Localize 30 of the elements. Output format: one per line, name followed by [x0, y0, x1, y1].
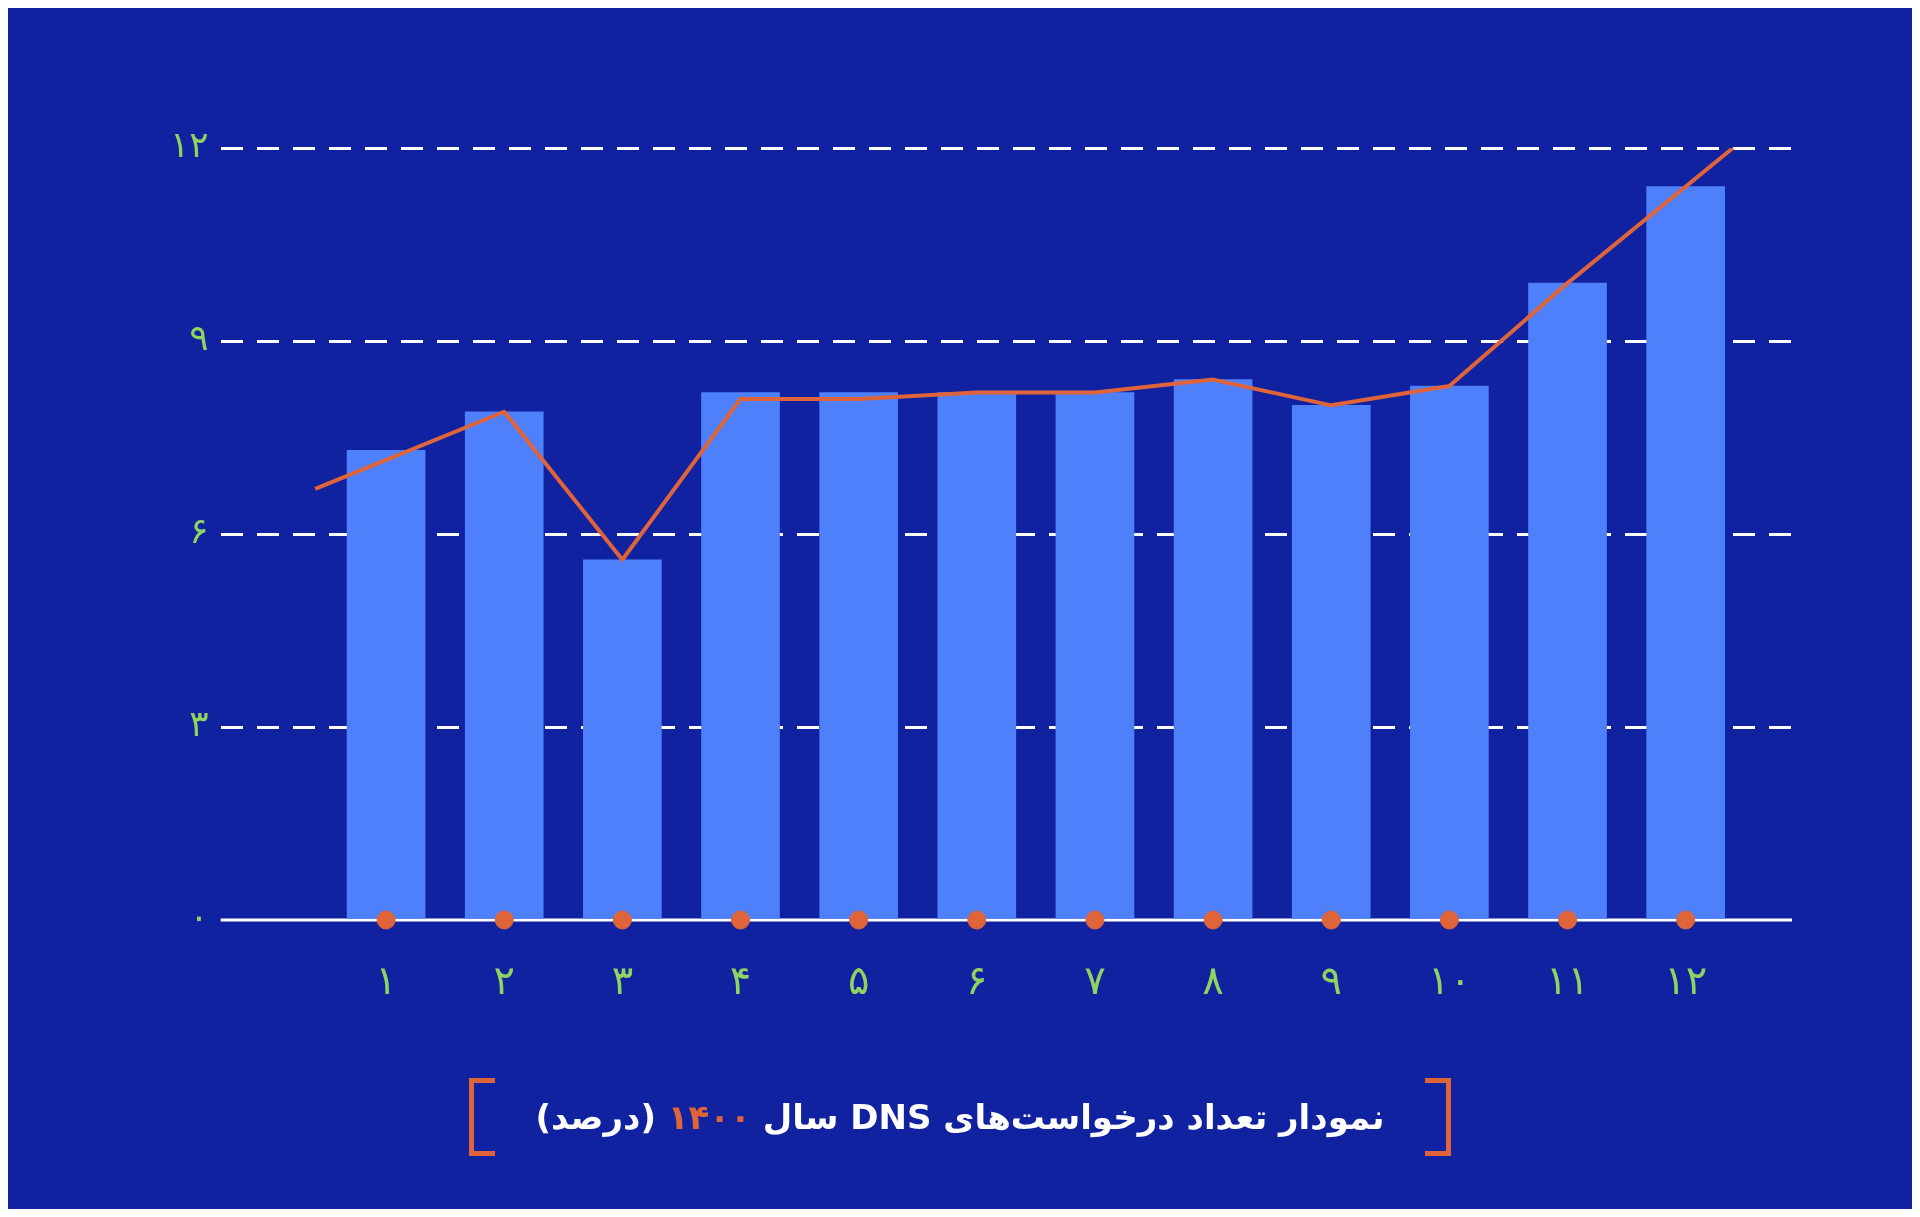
x-tick-label: ۱۰ — [1427, 957, 1471, 1004]
bar — [1646, 186, 1725, 919]
bar — [701, 392, 780, 919]
x-tick-label: ۸ — [1202, 957, 1224, 1004]
y-tick-label: ۱۲ — [170, 124, 209, 166]
bar — [346, 450, 426, 919]
y-tick-label: ۹ — [189, 317, 209, 359]
x-tick-label: ۷ — [1084, 957, 1106, 1004]
x-tick-label: ۳ — [611, 957, 634, 1004]
y-tick-label: ۳ — [189, 703, 209, 745]
bar — [1410, 385, 1489, 919]
bar — [1291, 405, 1371, 919]
text: نمودار تعداد درخواست‌های DNS سال ۱۴۰۰ (درصد) — [535, 1097, 1385, 1137]
y-tick-label: ۶ — [189, 510, 209, 552]
x-tick-label: ۱ — [375, 957, 397, 1004]
bar — [1173, 379, 1253, 919]
x-tick-label: ۹ — [1320, 957, 1342, 1004]
x-tick-label: ۱۲ — [1664, 957, 1708, 1004]
bar — [1055, 392, 1135, 919]
x-tick-label: ۲ — [493, 957, 515, 1004]
bar — [464, 411, 544, 919]
x-tick-label: ۶ — [966, 957, 988, 1004]
bar — [583, 559, 662, 919]
y-tick-label: ۰ — [189, 896, 209, 938]
x-tick-label: ۱۱ — [1546, 957, 1590, 1004]
bar — [937, 392, 1017, 919]
x-tick-label: ۴ — [729, 957, 752, 1004]
bar — [819, 392, 898, 919]
x-tick-label: ۵ — [847, 957, 870, 1004]
bar — [1528, 282, 1607, 919]
